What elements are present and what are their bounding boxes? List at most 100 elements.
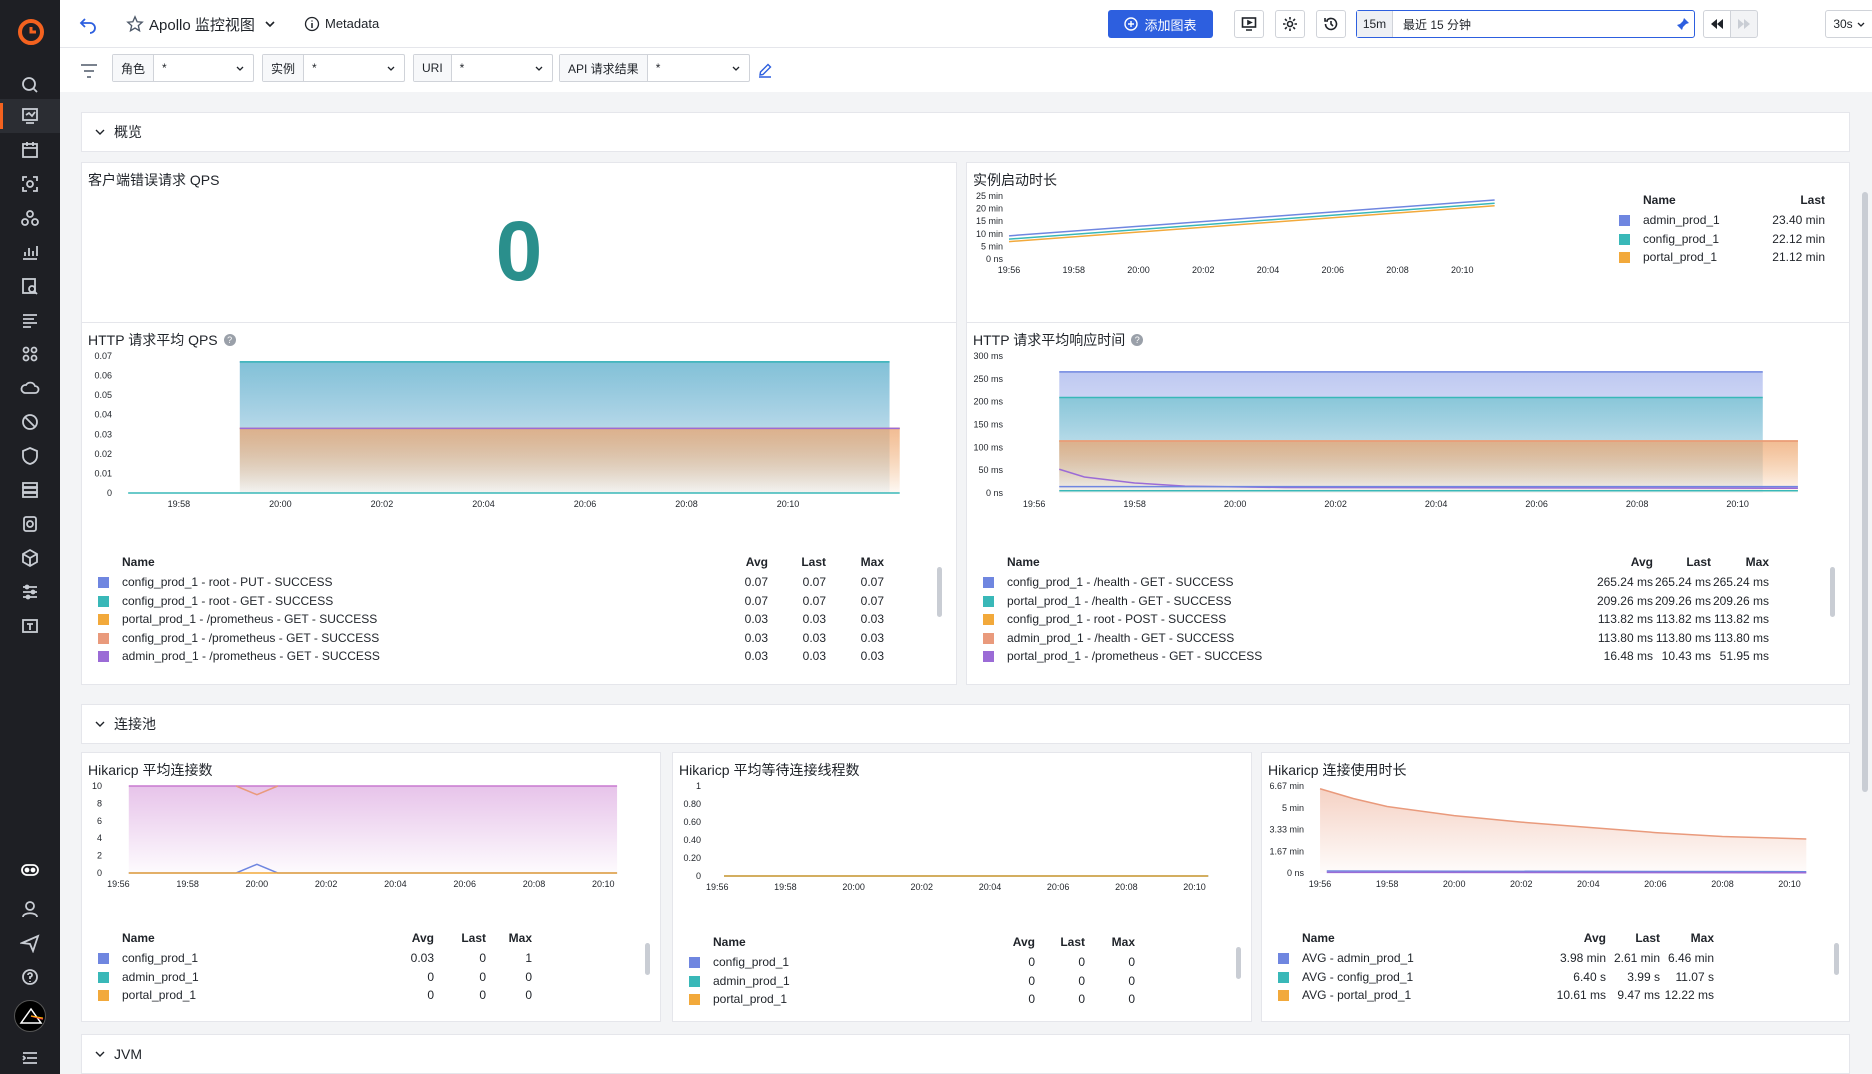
legend-header-name[interactable]: Name <box>122 555 155 569</box>
time-range-picker[interactable]: 15m 最近 15 分钟 <box>1356 10 1695 38</box>
legend-name[interactable]: portal_prod_1 <box>1643 250 1718 264</box>
filter-uri[interactable]: URI * <box>413 54 553 82</box>
logo-icon[interactable] <box>17 18 45 46</box>
filter-icon[interactable] <box>80 63 98 79</box>
series-line[interactable] <box>1008 202 1495 240</box>
billing-icon[interactable] <box>0 609 60 643</box>
legend-name[interactable]: AVG - config_prod_1 <box>1302 969 1414 984</box>
calendar-icon[interactable] <box>0 133 60 167</box>
legend-scrollbar[interactable] <box>934 555 944 679</box>
cluster-icon[interactable] <box>0 201 60 235</box>
legend-name[interactable]: config_prod_1 <box>713 955 790 969</box>
legend-name[interactable]: config_prod_1 <box>1643 231 1720 246</box>
legend-swatch[interactable] <box>98 990 109 1001</box>
legend-swatch[interactable] <box>1278 990 1289 1001</box>
panel-title[interactable]: Hikaricp 连接使用时长 <box>1268 762 1407 778</box>
legend-swatch[interactable] <box>689 994 700 1005</box>
legend-swatch[interactable] <box>689 957 700 968</box>
apps-icon[interactable] <box>0 337 60 371</box>
legend-header-avg[interactable]: Avg <box>411 931 434 945</box>
panel-title[interactable]: Hikaricp 平均连接数 <box>88 762 213 778</box>
legend-header-name[interactable]: Name <box>1007 555 1040 569</box>
legend-name[interactable]: AVG - admin_prod_1 <box>1302 951 1414 965</box>
legend-name[interactable]: admin_prod_1 <box>122 969 199 984</box>
panel-title[interactable]: HTTP 请求平均 QPS <box>88 332 218 348</box>
menu-toggle-icon[interactable] <box>0 1041 60 1074</box>
legend-name[interactable]: config_prod_1 - /health - GET - SUCCESS <box>1007 575 1234 589</box>
legend-header-last[interactable]: Last <box>461 931 486 945</box>
series-line[interactable] <box>1008 205 1495 243</box>
chevron-down-icon[interactable] <box>263 17 277 31</box>
legend-swatch[interactable] <box>98 595 109 607</box>
legend-header-max[interactable]: Max <box>860 555 884 569</box>
legend-swatch[interactable] <box>98 577 109 588</box>
send-icon[interactable] <box>0 926 60 960</box>
filter-instance-value[interactable]: * <box>304 55 404 81</box>
star-icon[interactable] <box>126 15 144 33</box>
row-jvm[interactable]: JVM <box>81 1034 1850 1074</box>
legend-name[interactable]: config_prod_1 <box>122 951 199 965</box>
legend-name[interactable]: admin_prod_1 - /health - GET - SUCCESS <box>1007 630 1235 645</box>
tv-mode-button[interactable] <box>1234 10 1264 38</box>
chart-icon[interactable] <box>0 235 60 269</box>
legend-swatch[interactable] <box>983 614 994 625</box>
pin-icon[interactable] <box>1672 17 1694 31</box>
legend-header-name[interactable]: Name <box>122 931 155 945</box>
monitor-icon[interactable] <box>0 507 60 541</box>
legend-header-name[interactable]: Name <box>1302 931 1335 945</box>
legend-header-name[interactable]: Name <box>1643 193 1676 207</box>
legend-header-max[interactable]: Max <box>1111 935 1135 949</box>
legend-swatch[interactable] <box>983 577 994 588</box>
help-icon[interactable]: ? <box>1131 334 1144 346</box>
legend-name[interactable]: admin_prod_1 <box>1643 213 1720 227</box>
legend-name[interactable]: config_prod_1 - root - GET - SUCCESS <box>122 593 334 608</box>
back-icon[interactable] <box>78 14 98 34</box>
help-icon[interactable] <box>0 960 60 994</box>
legend-header-last[interactable]: Last <box>1800 193 1825 207</box>
panel-title[interactable]: 实例启动时长 <box>973 172 1057 188</box>
legend-header-last[interactable]: Last <box>1060 935 1085 949</box>
cube-icon[interactable] <box>0 541 60 575</box>
legend-swatch[interactable] <box>1619 233 1630 245</box>
log-search-icon[interactable] <box>0 269 60 303</box>
time-range-text[interactable]: 最近 15 分钟 <box>1403 17 1472 32</box>
database-icon[interactable] <box>0 473 60 507</box>
legend-name[interactable]: admin_prod_1 - /prometheus - GET - SUCCE… <box>122 649 380 663</box>
legend-swatch[interactable] <box>1619 215 1630 226</box>
legend-swatch[interactable] <box>98 953 109 964</box>
avatar[interactable] <box>14 1000 46 1032</box>
dashboard-title[interactable]: Apollo 监控视图 <box>149 17 255 34</box>
time-forward-button[interactable] <box>1730 10 1758 38</box>
legend-swatch[interactable] <box>983 595 994 607</box>
add-chart-button[interactable]: 添加图表 <box>1108 10 1213 38</box>
settings-sliders-icon[interactable] <box>0 575 60 609</box>
legend-scrollbar[interactable] <box>642 931 652 1016</box>
legend-scrollbar[interactable] <box>1827 555 1837 679</box>
filter-role[interactable]: 角色 * <box>112 54 254 82</box>
cloud-icon[interactable] <box>0 371 60 405</box>
help-icon[interactable]: ? <box>223 334 236 346</box>
history-button[interactable] <box>1316 10 1346 38</box>
metadata-link[interactable]: Metadata <box>325 16 380 31</box>
bot-icon[interactable] <box>0 853 60 887</box>
legend-header-last[interactable]: Last <box>1686 555 1711 569</box>
legend-swatch[interactable] <box>98 632 109 644</box>
series-line[interactable] <box>235 785 278 796</box>
legend-swatch[interactable] <box>983 651 994 662</box>
row-connection-pool[interactable]: 连接池 <box>81 704 1850 744</box>
legend-header-avg[interactable]: Avg <box>1583 931 1606 945</box>
legend-name[interactable]: portal_prod_1 - /health - GET - SUCCESS <box>1007 593 1232 608</box>
legend-scrollbar[interactable] <box>1831 931 1841 1016</box>
legend-swatch[interactable] <box>1278 953 1289 964</box>
legend-swatch[interactable] <box>1619 252 1630 263</box>
user-icon[interactable] <box>0 892 60 926</box>
scan-icon[interactable] <box>0 167 60 201</box>
legend-header-avg[interactable]: Avg <box>1012 935 1035 949</box>
legend-swatch[interactable] <box>689 975 700 987</box>
legend-header-last[interactable]: Last <box>1635 931 1660 945</box>
search-icon[interactable] <box>0 68 60 102</box>
legend-name[interactable]: admin_prod_1 <box>713 973 790 988</box>
filter-api-result[interactable]: API 请求结果 * <box>559 54 750 82</box>
legend-name[interactable]: portal_prod_1 <box>713 992 788 1006</box>
legend-header-name[interactable]: Name <box>713 935 746 949</box>
